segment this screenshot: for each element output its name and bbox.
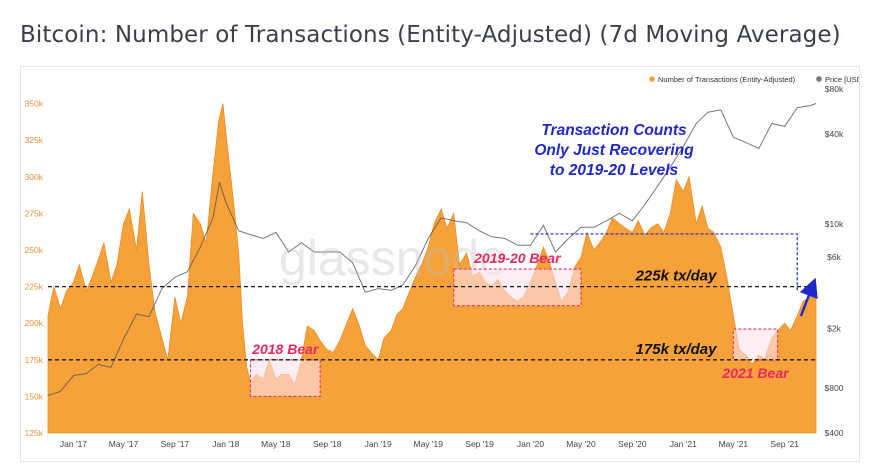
x-tick: Sep '20 — [618, 439, 647, 449]
bear-region-label: 2018 Bear — [251, 341, 320, 357]
x-tick: Jan '19 — [365, 439, 392, 449]
reference-line-label: 225k tx/day — [635, 268, 718, 285]
x-tick: Jan '17 — [60, 439, 87, 449]
y-right-tick: $6k — [827, 252, 841, 262]
page-title: Bitcoin: Number of Transactions (Entity-… — [20, 22, 841, 48]
annotation-arrow — [799, 277, 818, 317]
x-tick: Jan '20 — [517, 439, 544, 449]
y-left-tick: 250k — [25, 245, 44, 255]
y-left-tick: 325k — [25, 135, 44, 145]
annotation-text: Only Just Recovering — [534, 142, 694, 159]
price-line — [47, 103, 817, 397]
y-left-tick: 125k — [25, 428, 44, 438]
legend-swatch-price — [816, 76, 822, 82]
y-right-tick: $80k — [825, 84, 844, 94]
bear-region-label: 2021 Bear — [721, 365, 790, 381]
x-tick: Sep '21 — [770, 439, 799, 449]
y-right-tick: $10k — [825, 219, 844, 229]
y-left-tick: 225k — [25, 282, 44, 292]
y-left-tick: 200k — [25, 318, 44, 328]
y-right-tick: $800 — [825, 383, 844, 393]
x-tick: Jan '21 — [670, 439, 697, 449]
annotation-text: Transaction Counts — [541, 122, 687, 139]
x-tick: May '19 — [413, 439, 443, 449]
y-right-tick: $40k — [825, 129, 844, 139]
x-tick: May '18 — [261, 439, 291, 449]
reference-line-label: 175k tx/day — [636, 341, 718, 358]
y-right-tick: $400 — [825, 428, 844, 438]
x-tick: Sep '19 — [465, 439, 494, 449]
x-tick: May '21 — [719, 439, 749, 449]
y-left-tick: 150k — [25, 391, 44, 401]
legend-label: Price [USD] — [825, 75, 859, 84]
y-right-tick: $2k — [827, 324, 841, 334]
chart-frame: glassnode 2018 Bear 2019-20 Bear 2021 Bear… — [20, 66, 860, 462]
bear-region-label: 2019-20 Bear — [473, 250, 562, 266]
y-left-tick: 175k — [25, 355, 44, 365]
bear-region-box — [453, 268, 582, 307]
legend-label: Number of Transactions (Entity-Adjusted) — [658, 75, 796, 84]
bear-region-box — [732, 328, 779, 361]
transactions-area — [47, 103, 817, 434]
x-tick: Sep '17 — [161, 439, 190, 449]
annotation-text: to 2019-20 Levels — [550, 162, 679, 179]
x-tick: Sep '18 — [313, 439, 342, 449]
y-left-tick: 300k — [25, 172, 44, 182]
x-tick: Jan '18 — [212, 439, 239, 449]
y-left-tick: 350k — [25, 99, 44, 109]
annotation-bracket — [530, 233, 798, 292]
y-left-tick: 275k — [25, 208, 44, 218]
bear-region-box — [249, 359, 321, 397]
x-tick: May '17 — [109, 439, 139, 449]
legend-swatch-transactions — [649, 76, 655, 82]
x-tick: May '20 — [566, 439, 596, 449]
